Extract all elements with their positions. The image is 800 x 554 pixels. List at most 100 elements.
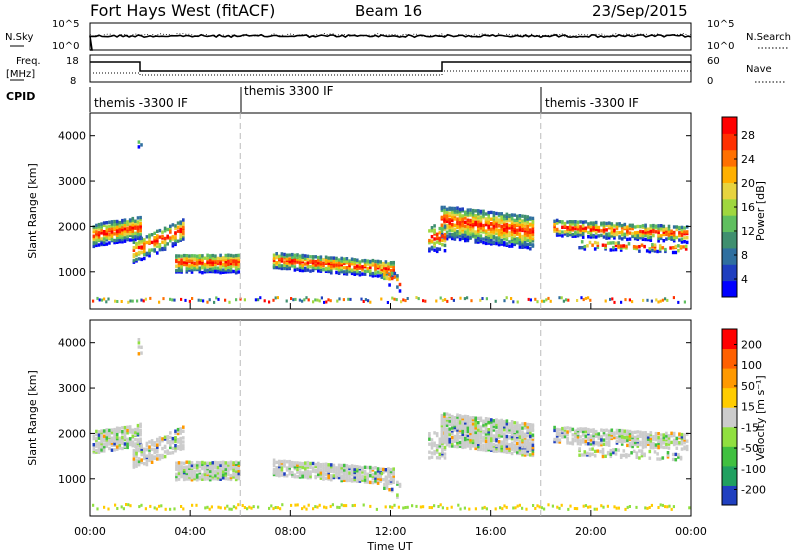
- velocity-cell: [113, 433, 116, 437]
- power-cell: [469, 218, 472, 223]
- velocity-colorbar-swatch: [722, 348, 737, 369]
- power-cell: [340, 263, 343, 267]
- velocity-cell: [143, 447, 146, 451]
- velocity-cell: [337, 466, 341, 470]
- velocity-cell: [348, 474, 351, 478]
- velocity-cell: [304, 463, 307, 468]
- power-cell: [280, 252, 284, 256]
- power-cell: [568, 225, 572, 229]
- velocity-cell: [602, 430, 606, 435]
- power-cell: [597, 225, 601, 230]
- velocity-cell: [361, 474, 364, 478]
- velocity-cell: [516, 427, 519, 431]
- power-cell: [500, 228, 503, 233]
- power-cell: [510, 232, 514, 236]
- velocity-cell: [657, 443, 660, 447]
- power-cell: [118, 227, 122, 231]
- power-cell: [561, 230, 564, 234]
- velocity-cell: [116, 507, 119, 510]
- power-cell: [613, 236, 616, 240]
- power-cell: [316, 298, 319, 302]
- velocity-cell: [438, 437, 442, 441]
- velocity-cell: [169, 440, 172, 444]
- power-cell: [121, 218, 124, 223]
- velocity-cell: [456, 415, 459, 419]
- power-cell: [285, 266, 289, 271]
- power-cell: [531, 234, 535, 239]
- velocity-cell: [235, 506, 238, 510]
- velocity-cell: [211, 477, 215, 481]
- velocity-cell: [340, 463, 343, 468]
- velocity-cell: [392, 480, 395, 484]
- velocity-cell: [174, 429, 177, 433]
- power-cell: [490, 222, 493, 226]
- velocity-cell: [428, 437, 431, 441]
- power-cell: [655, 298, 658, 302]
- power-cell: [641, 230, 645, 234]
- power-cell: [103, 297, 106, 301]
- velocity-cell: [337, 470, 341, 474]
- velocity-cell: [593, 454, 597, 458]
- velocity-cell: [584, 504, 587, 508]
- velocity-cell: [471, 438, 475, 443]
- power-cell: [272, 253, 276, 257]
- power-cell: [664, 247, 667, 252]
- velocity-cell: [324, 469, 328, 473]
- velocity-cell: [296, 463, 299, 467]
- velocity-cell: [626, 443, 629, 448]
- velocity-cell: [224, 463, 228, 467]
- velocity-cell: [482, 419, 485, 423]
- power-cell: [458, 224, 462, 228]
- power-cell: [430, 229, 434, 233]
- velocity-cell: [441, 440, 444, 444]
- velocity-cell: [428, 432, 431, 436]
- power-cell: [594, 223, 598, 227]
- velocity-cell: [675, 446, 679, 450]
- power-cell: [513, 240, 516, 244]
- velocity-cell: [227, 463, 230, 467]
- velocity-cell: [641, 431, 645, 435]
- velocity-cell: [594, 431, 598, 436]
- velocity-cell: [348, 465, 351, 469]
- velocity-cell: [556, 505, 559, 509]
- velocity-cell: [510, 424, 514, 429]
- velocity-cell: [115, 441, 119, 445]
- power-cell: [318, 299, 321, 303]
- power-cell: [626, 225, 629, 229]
- power-cell: [304, 262, 307, 266]
- power-cell: [180, 260, 183, 264]
- velocity-cell: [474, 426, 477, 430]
- power-cell: [453, 206, 457, 211]
- velocity-cell: [574, 429, 577, 433]
- power-cell: [521, 234, 524, 239]
- power-cell: [180, 264, 183, 268]
- velocity-cell: [618, 432, 621, 436]
- power-cell: [95, 231, 98, 236]
- power-cell: [347, 297, 350, 301]
- power-cell: [592, 227, 595, 231]
- power-cell: [458, 217, 462, 222]
- power-cell: [503, 214, 506, 218]
- power-cell: [659, 299, 662, 303]
- power-cell: [298, 260, 302, 264]
- power-cell: [576, 220, 580, 224]
- power-cell: [278, 260, 281, 265]
- power-cell: [384, 262, 388, 267]
- velocity-cell: [132, 448, 136, 453]
- power-cell: [642, 298, 645, 302]
- power-cell: [153, 236, 156, 240]
- velocity-cell: [232, 465, 235, 469]
- velocity-cell: [555, 434, 559, 438]
- velocity-cell: [319, 474, 323, 478]
- velocity-cell: [327, 473, 330, 478]
- velocity-cell: [566, 441, 569, 445]
- velocity-cell: [440, 428, 444, 433]
- velocity-cell: [293, 463, 297, 467]
- velocity-cell: [343, 463, 346, 468]
- power-cell: [345, 269, 349, 273]
- velocity-cell: [469, 438, 472, 442]
- power-cell: [105, 227, 109, 231]
- velocity-cell: [450, 505, 453, 509]
- velocity-cell: [278, 461, 281, 466]
- velocity-cell: [148, 450, 151, 455]
